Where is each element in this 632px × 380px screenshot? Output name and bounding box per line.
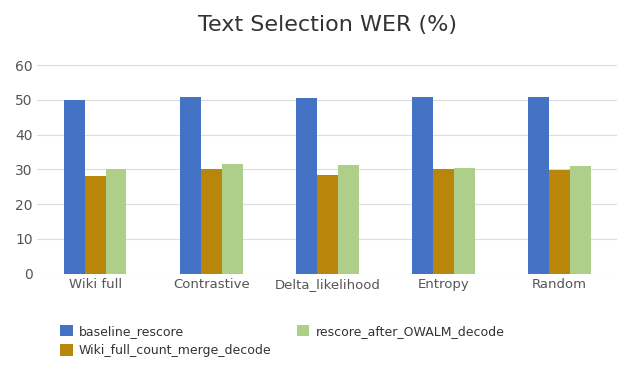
Bar: [454, 168, 475, 274]
Bar: [549, 170, 570, 274]
Bar: [317, 174, 337, 274]
Bar: [337, 165, 358, 274]
Bar: [528, 97, 549, 274]
Bar: [222, 164, 243, 274]
Bar: [296, 98, 317, 274]
Bar: [570, 166, 591, 274]
Bar: [64, 100, 85, 274]
Bar: [201, 169, 222, 274]
Bar: [85, 176, 106, 274]
Bar: [433, 169, 454, 274]
Bar: [180, 97, 201, 274]
Title: Text Selection WER (%): Text Selection WER (%): [198, 15, 457, 35]
Bar: [106, 169, 126, 274]
Legend: baseline_rescore, Wiki_full_count_merge_decode, rescore_after_OWALM_decode: baseline_rescore, Wiki_full_count_merge_…: [56, 320, 509, 362]
Bar: [412, 97, 433, 274]
